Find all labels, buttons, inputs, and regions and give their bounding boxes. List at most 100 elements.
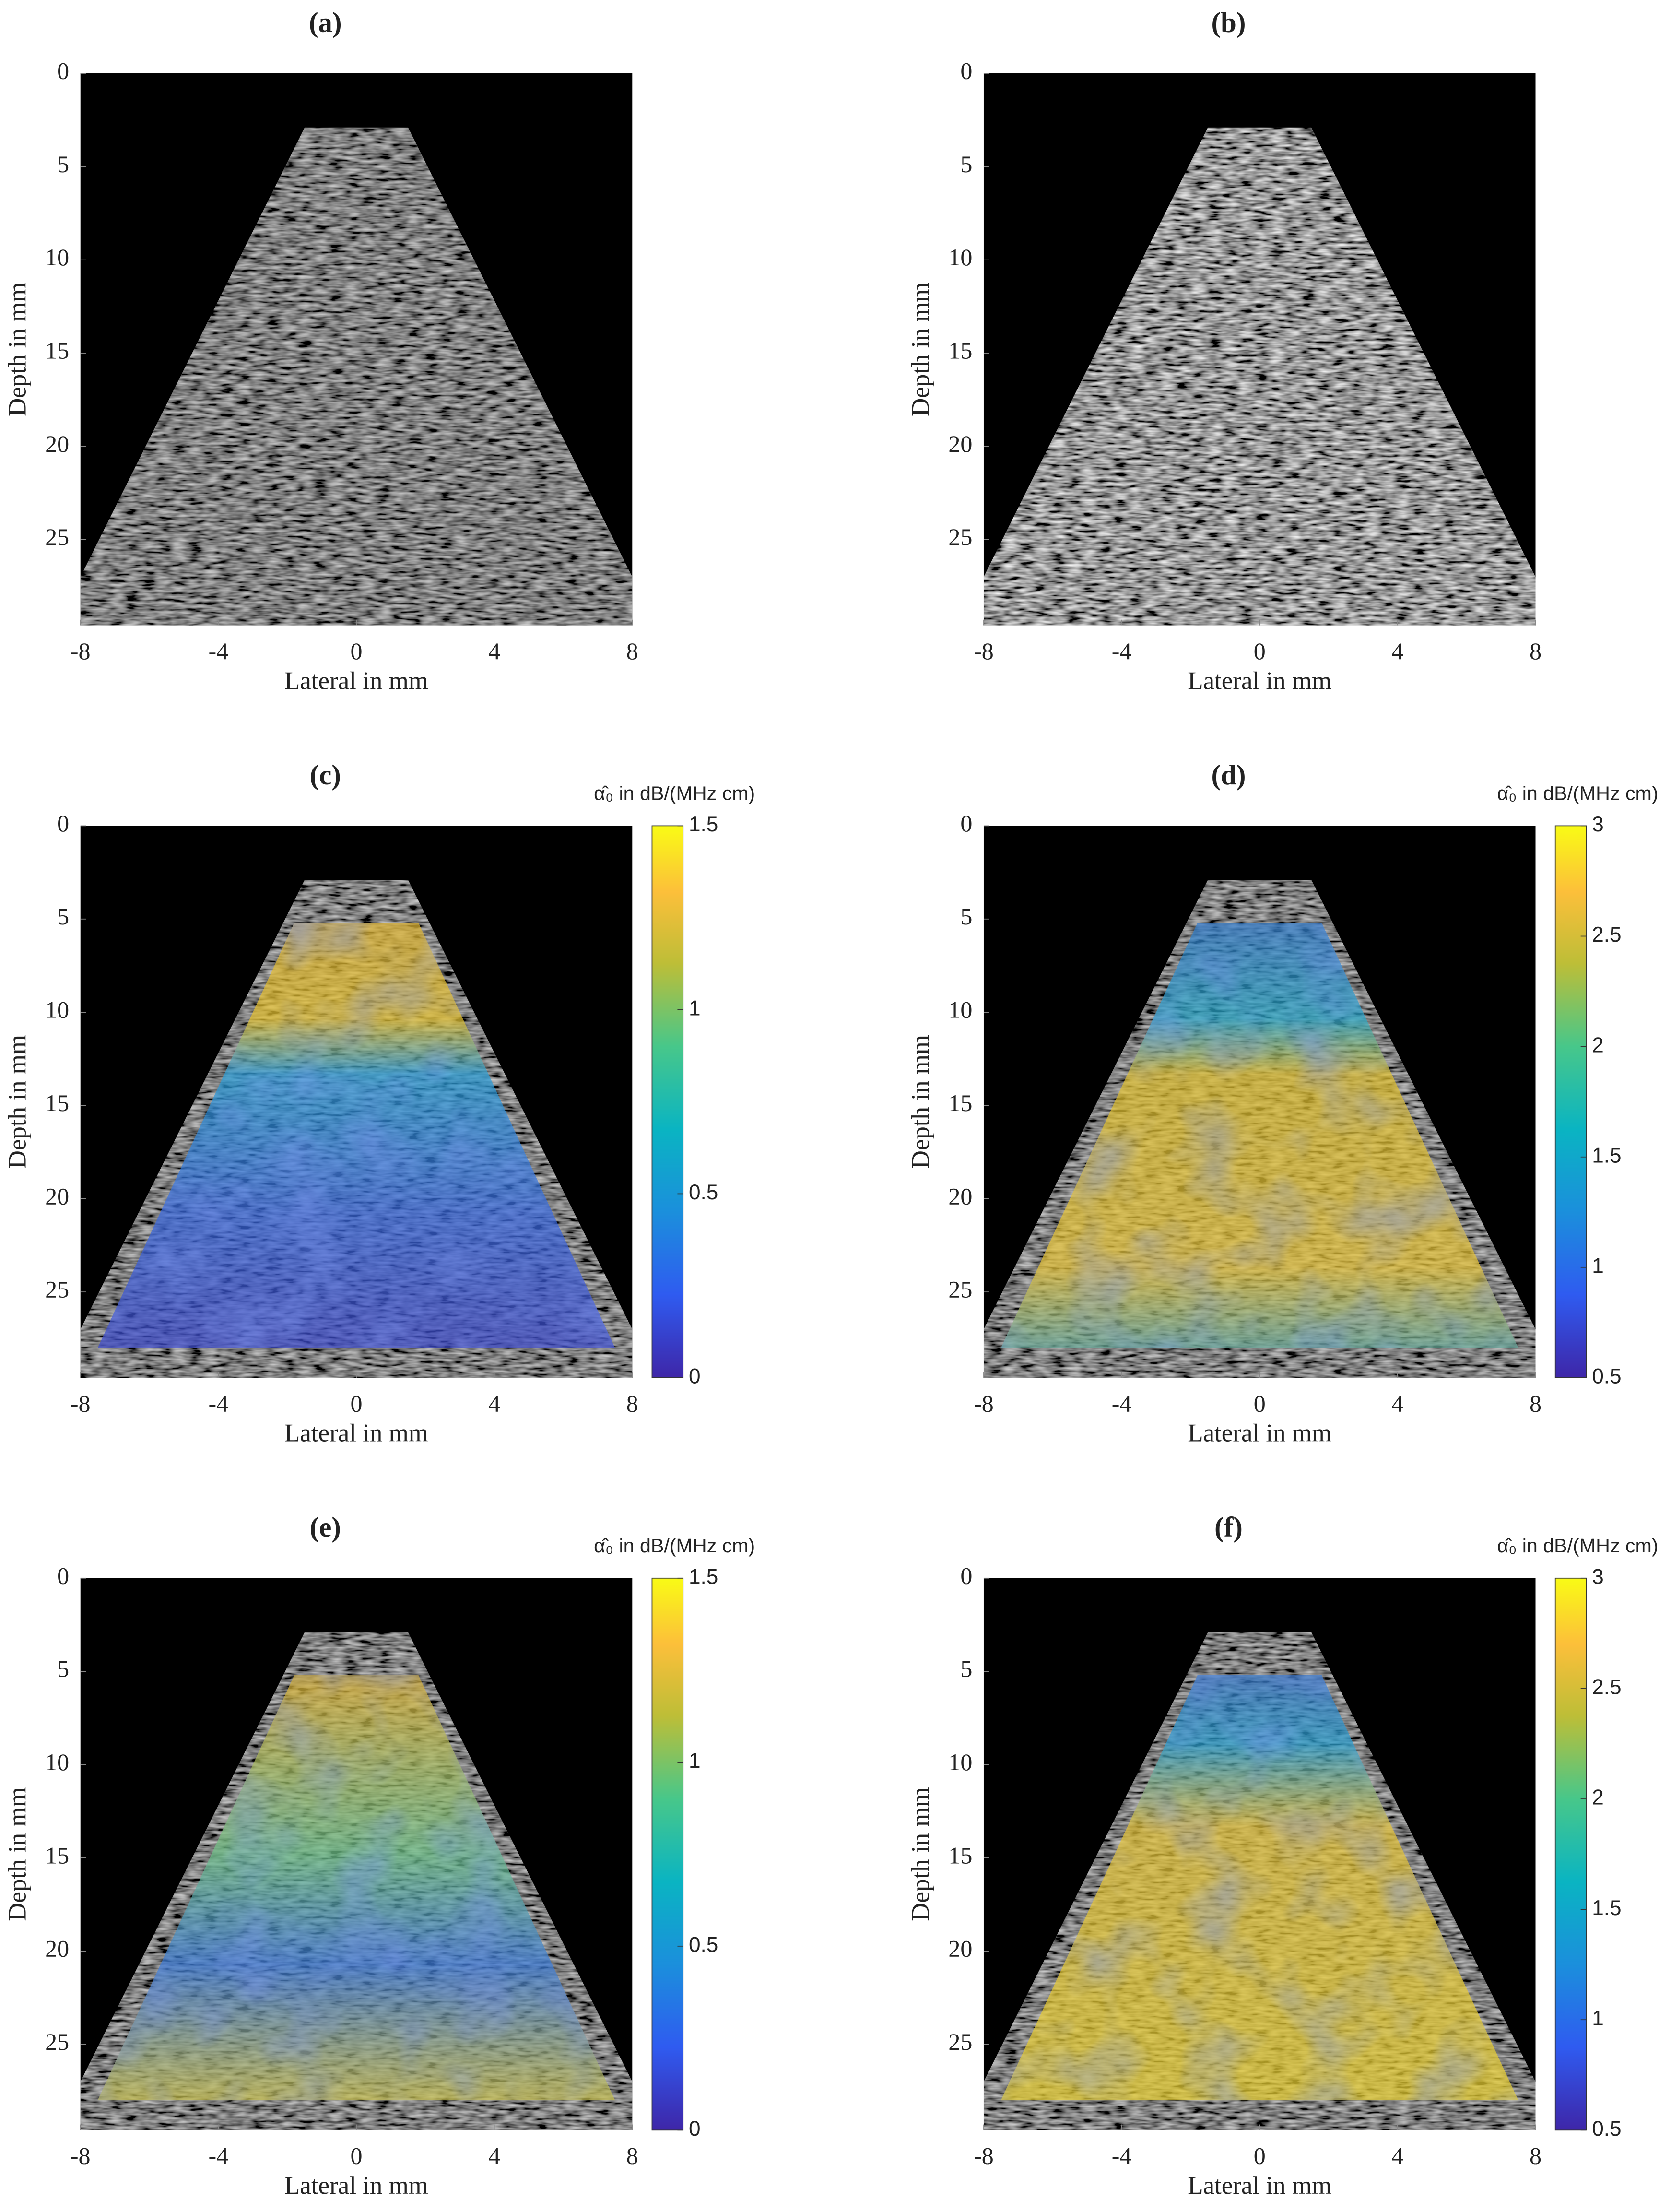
x-tick-label: 0	[350, 638, 362, 664]
y-axis-label: Depth in mm	[907, 283, 935, 416]
y-tick-label: 10	[45, 996, 69, 1023]
y-tick-label: 20	[948, 1183, 972, 1209]
colorbar-tick-label: 2.5	[1592, 923, 1621, 946]
y-tick-label: 5	[960, 903, 972, 930]
x-axis-label: Lateral in mm	[284, 1419, 428, 1447]
colorbar	[651, 825, 684, 1378]
y-tick-label: 10	[948, 244, 972, 271]
y-tick-label: 20	[45, 430, 69, 457]
x-tick-label: -4	[209, 638, 229, 664]
y-tick-label: 0	[57, 810, 69, 837]
colorbar	[1554, 825, 1587, 1378]
y-tick-label: 25	[45, 523, 69, 550]
y-tick-label: 5	[57, 903, 69, 930]
y-tick-label: 10	[45, 1749, 69, 1775]
colorbar-tick-label: 1	[1592, 2007, 1604, 2030]
colorbar-tick-label: 0	[689, 1365, 701, 1388]
y-tick-label: 20	[948, 430, 972, 457]
panel: (f) α̂₀ in dB/(MHz cm) 0.5 1 1.5 2 2.5 3 -8 -4 0 4 8…	[907, 1512, 1659, 2200]
y-tick-label: 15	[948, 1089, 972, 1116]
colorbar-label: α̂₀ in dB/(MHz cm)	[594, 782, 755, 804]
x-tick-label: -8	[974, 638, 994, 664]
y-tick-label: 25	[45, 1276, 69, 1303]
x-tick-label: 0	[350, 2142, 362, 2169]
colorbar-tick-label: 1	[689, 1749, 701, 1773]
panel-title: (b)	[1212, 7, 1246, 38]
colorbar-tick-label: 1.5	[1592, 1896, 1621, 1920]
x-tick-label: -4	[1112, 1390, 1132, 1417]
colorbar-tick-label: 0.5	[1592, 1365, 1621, 1388]
y-axis-label: Depth in mm	[907, 1787, 935, 1921]
y-tick-label: 25	[948, 1276, 972, 1303]
panel: (a) -8 -4 0 4 8 0 5 10 15 20 25 Lateral in mm Depth i…	[3, 7, 638, 695]
y-tick-label: 0	[960, 57, 972, 84]
x-tick-label: 4	[488, 2142, 500, 2169]
x-tick-label: -4	[1112, 638, 1132, 664]
x-tick-label: -4	[209, 2142, 229, 2169]
y-tick-label: 5	[57, 1656, 69, 1682]
y-axis-label: Depth in mm	[907, 1035, 935, 1169]
colorbar-tick-label: 0.5	[1592, 2117, 1621, 2141]
colorbar-tick-label: 1.5	[1592, 1144, 1621, 1167]
y-tick-label: 0	[57, 57, 69, 84]
y-tick-label: 5	[960, 151, 972, 177]
x-tick-label: 8	[1530, 2142, 1542, 2169]
panel-title: (f)	[1214, 1512, 1243, 1543]
y-tick-label: 25	[948, 2028, 972, 2055]
colorbar-tick-label: 1	[689, 997, 701, 1020]
x-tick-label: 0	[1254, 2142, 1266, 2169]
x-tick-label: -8	[71, 638, 91, 664]
colorbar-tick-label: 0	[689, 2117, 701, 2141]
x-axis-label: Lateral in mm	[284, 667, 428, 695]
panel: (c) α̂₀ in dB/(MHz cm) 0 0.5 1 1.5 -8 -4 0 4 8 0 5 10…	[3, 759, 755, 1447]
x-tick-label: 4	[1391, 2142, 1403, 2169]
x-axis-label: Lateral in mm	[284, 2172, 428, 2200]
x-tick-label: -8	[974, 2142, 994, 2169]
panel-title: (c)	[310, 759, 341, 791]
x-tick-label: -8	[71, 2142, 91, 2169]
x-tick-label: 8	[626, 638, 638, 664]
colorbar	[1554, 1577, 1587, 2131]
colorbar-tick-label: 1.5	[689, 1565, 718, 1588]
x-tick-label: 8	[626, 2142, 638, 2169]
x-tick-label: 8	[626, 1390, 638, 1417]
y-tick-label: 5	[960, 1656, 972, 1682]
y-axis-label: Depth in mm	[3, 1787, 31, 1921]
x-tick-label: 4	[488, 1390, 500, 1417]
y-tick-label: 0	[57, 1562, 69, 1589]
x-tick-label: -8	[974, 1390, 994, 1417]
y-tick-label: 20	[45, 1935, 69, 1962]
x-tick-label: -4	[1112, 2142, 1132, 2169]
panel: (e) α̂₀ in dB/(MHz cm) 0 0.5 1 1.5 -8 -4 0 4 8 0 5 10…	[3, 1512, 755, 2200]
colorbar-tick-label: 0.5	[689, 1181, 718, 1204]
y-tick-label: 10	[948, 996, 972, 1023]
x-axis-label: Lateral in mm	[1188, 1419, 1331, 1447]
panel-title: (a)	[309, 7, 342, 38]
colorbar-tick-label: 1.5	[689, 813, 718, 836]
colorbar-tick-label: 2	[1592, 1786, 1604, 1810]
x-tick-label: 0	[1254, 638, 1266, 664]
x-axis-label: Lateral in mm	[1188, 667, 1331, 695]
panel: (b) -8 -4 0 4 8 0 5 10 15 20 25 Lateral in mm Depth i…	[907, 7, 1542, 695]
y-tick-label: 15	[948, 1842, 972, 1869]
y-axis-label: Depth in mm	[3, 1035, 31, 1169]
colorbar-tick-label: 3	[1592, 1565, 1604, 1588]
x-tick-label: 8	[1530, 1390, 1542, 1417]
y-tick-label: 15	[45, 337, 69, 364]
y-tick-label: 25	[948, 523, 972, 550]
x-tick-label: 4	[488, 638, 500, 664]
colorbar-tick-label: 2.5	[1592, 1676, 1621, 1699]
panel-title: (d)	[1212, 759, 1246, 791]
y-tick-label: 10	[948, 1749, 972, 1775]
y-tick-label: 15	[45, 1842, 69, 1869]
y-tick-label: 20	[45, 1183, 69, 1209]
panel: (d) α̂₀ in dB/(MHz cm) 0.5 1 1.5 2 2.5 3 -8 -4 0 4 8…	[907, 759, 1659, 1447]
y-tick-label: 25	[45, 2028, 69, 2055]
y-axis-label: Depth in mm	[3, 283, 31, 416]
colorbar-tick-label: 3	[1592, 813, 1604, 836]
colorbar-tick-label: 0.5	[689, 1933, 718, 1956]
y-tick-label: 20	[948, 1935, 972, 1962]
y-tick-label: 15	[45, 1089, 69, 1116]
